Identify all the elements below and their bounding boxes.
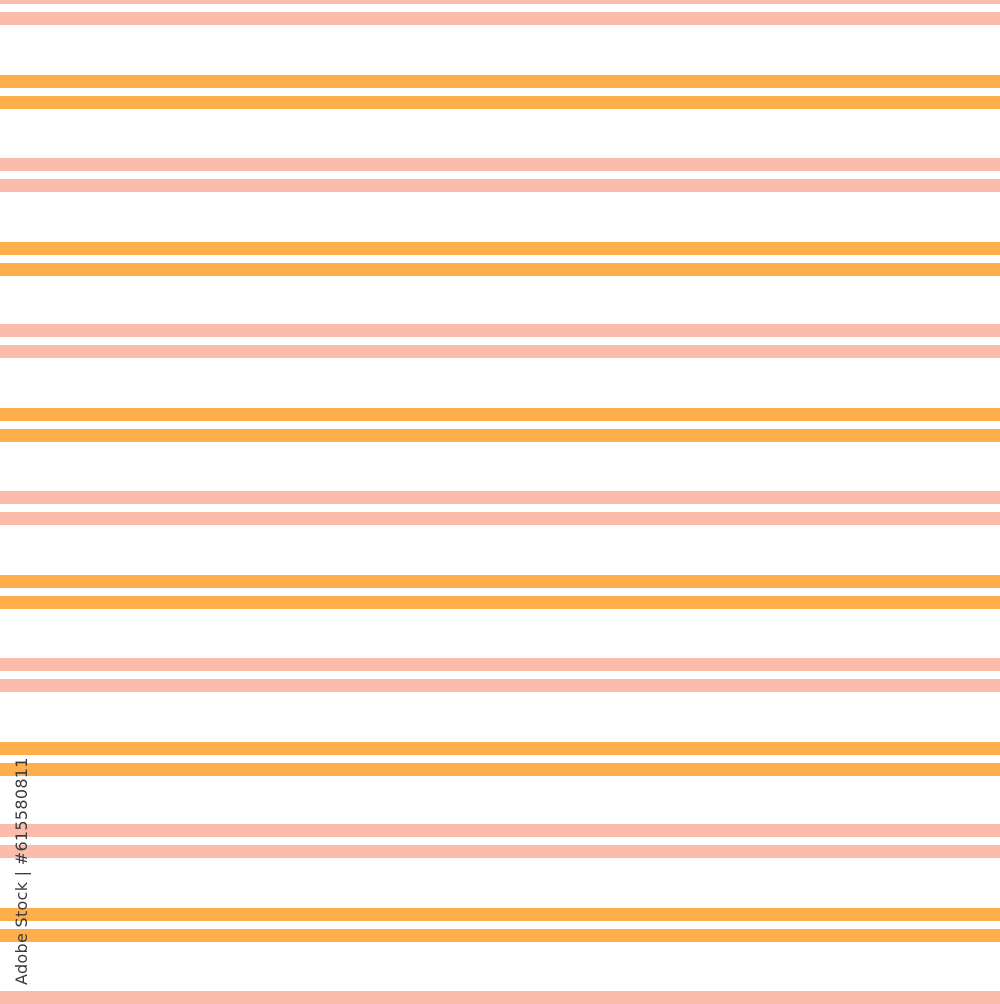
pink-stripe bbox=[0, 991, 1000, 1004]
orange-stripe bbox=[0, 262, 1000, 276]
orange-stripe bbox=[0, 408, 1000, 422]
orange-stripe bbox=[0, 596, 1000, 609]
orange-stripe bbox=[0, 96, 1000, 109]
pink-stripe bbox=[0, 12, 1000, 25]
orange-stripe bbox=[0, 908, 1000, 922]
pink-stripe bbox=[0, 845, 1000, 859]
orange-stripe bbox=[0, 241, 1000, 255]
pink-stripe bbox=[0, 824, 1000, 838]
pink-stripe bbox=[0, 0, 1000, 4]
orange-stripe bbox=[0, 75, 1000, 88]
pink-stripe bbox=[0, 345, 1000, 359]
orange-stripe bbox=[0, 929, 1000, 943]
pink-stripe bbox=[0, 512, 1000, 525]
pink-stripe bbox=[0, 657, 1000, 671]
pink-stripe bbox=[0, 678, 1000, 692]
orange-stripe bbox=[0, 762, 1000, 776]
orange-stripe bbox=[0, 741, 1000, 755]
orange-stripe bbox=[0, 429, 1000, 443]
stock-credit: Adobe Stock | #615580811 bbox=[12, 757, 31, 985]
pink-stripe bbox=[0, 324, 1000, 338]
orange-stripe bbox=[0, 575, 1000, 588]
pink-stripe bbox=[0, 178, 1000, 192]
pink-stripe bbox=[0, 491, 1000, 504]
pink-stripe bbox=[0, 157, 1000, 171]
